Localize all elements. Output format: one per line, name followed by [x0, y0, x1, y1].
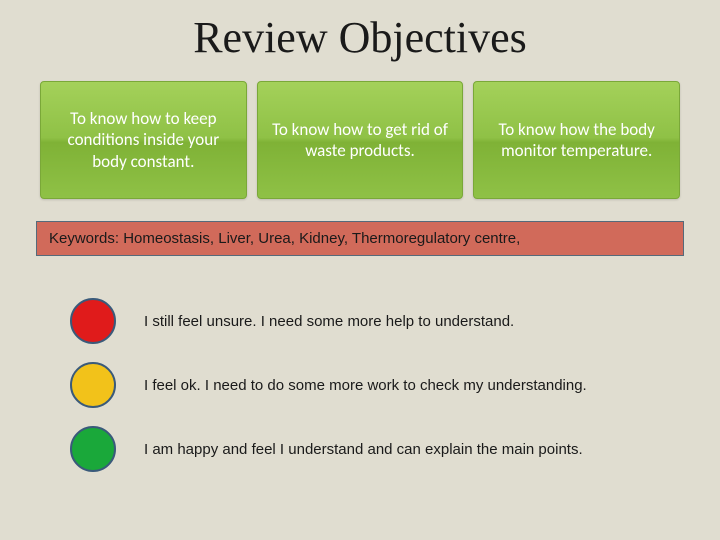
legend-text-red: I still feel unsure. I need some more he… — [144, 313, 514, 330]
objective-card-1: To know how to keep conditions inside yo… — [40, 81, 247, 199]
legend-circle-yellow — [70, 362, 116, 408]
legend-circle-green — [70, 426, 116, 472]
objective-card-3: To know how the body monitor temperature… — [473, 81, 680, 199]
objectives-row: To know how to keep conditions inside yo… — [0, 81, 720, 199]
legend-row-green: I am happy and feel I understand and can… — [70, 426, 720, 472]
objective-card-2: To know how to get rid of waste products… — [257, 81, 464, 199]
legend: I still feel unsure. I need some more he… — [0, 298, 720, 472]
legend-text-green: I am happy and feel I understand and can… — [144, 441, 583, 458]
legend-row-red: I still feel unsure. I need some more he… — [70, 298, 720, 344]
legend-text-yellow: I feel ok. I need to do some more work t… — [144, 377, 587, 394]
legend-row-yellow: I feel ok. I need to do some more work t… — [70, 362, 720, 408]
keywords-bar: Keywords: Homeostasis, Liver, Urea, Kidn… — [36, 221, 684, 256]
page-title: Review Objectives — [0, 0, 720, 81]
legend-circle-red — [70, 298, 116, 344]
